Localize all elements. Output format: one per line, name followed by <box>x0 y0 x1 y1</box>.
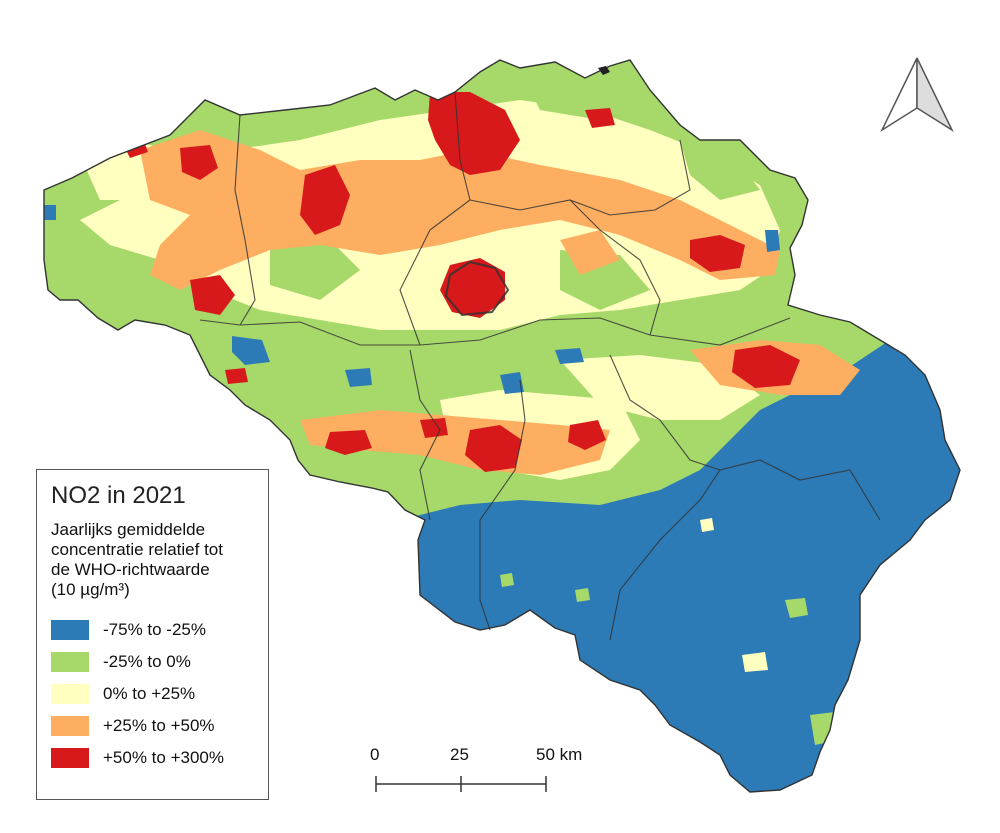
legend-swatch <box>51 620 89 640</box>
legend-title: NO2 in 2021 <box>51 482 186 509</box>
scale-bar: 0 25 50 km <box>370 740 610 800</box>
map-legend: NO2 in 2021 Jaarlijks gemiddelde concent… <box>36 469 269 800</box>
legend-label: +25% to +50% <box>103 716 215 735</box>
legend-item: -75% to -25% <box>51 614 268 646</box>
legend-swatch <box>51 748 89 768</box>
legend-subtitle-line: (10 µg/m³) <box>51 580 130 599</box>
legend-label: -25% to 0% <box>103 652 191 671</box>
legend-subtitle: Jaarlijks gemiddelde concentratie relati… <box>51 520 268 600</box>
legend-swatch <box>51 652 89 672</box>
legend-subtitle-line: de WHO-richtwaarde <box>51 560 210 579</box>
legend-item: +25% to +50% <box>51 710 268 742</box>
scale-tick-label: 0 <box>370 745 380 764</box>
legend-item: +50% to +300% <box>51 742 268 774</box>
legend-label: 0% to +25% <box>103 684 196 703</box>
legend-item: -25% to 0% <box>51 646 268 678</box>
legend-subtitle-line: concentratie relatief tot <box>51 540 223 559</box>
legend-item: 0% to +25% <box>51 678 268 710</box>
legend-label: -75% to -25% <box>103 620 206 639</box>
scale-bar-line <box>375 776 547 792</box>
legend-swatch <box>51 684 89 704</box>
scale-tick-label: 50 km <box>536 745 583 764</box>
scale-tick-label: 25 <box>450 745 469 764</box>
legend-subtitle-line: Jaarlijks gemiddelde <box>51 520 206 539</box>
legend-label: +50% to +300% <box>103 748 224 767</box>
north-arrow-icon <box>880 57 954 133</box>
legend-swatch <box>51 716 89 736</box>
